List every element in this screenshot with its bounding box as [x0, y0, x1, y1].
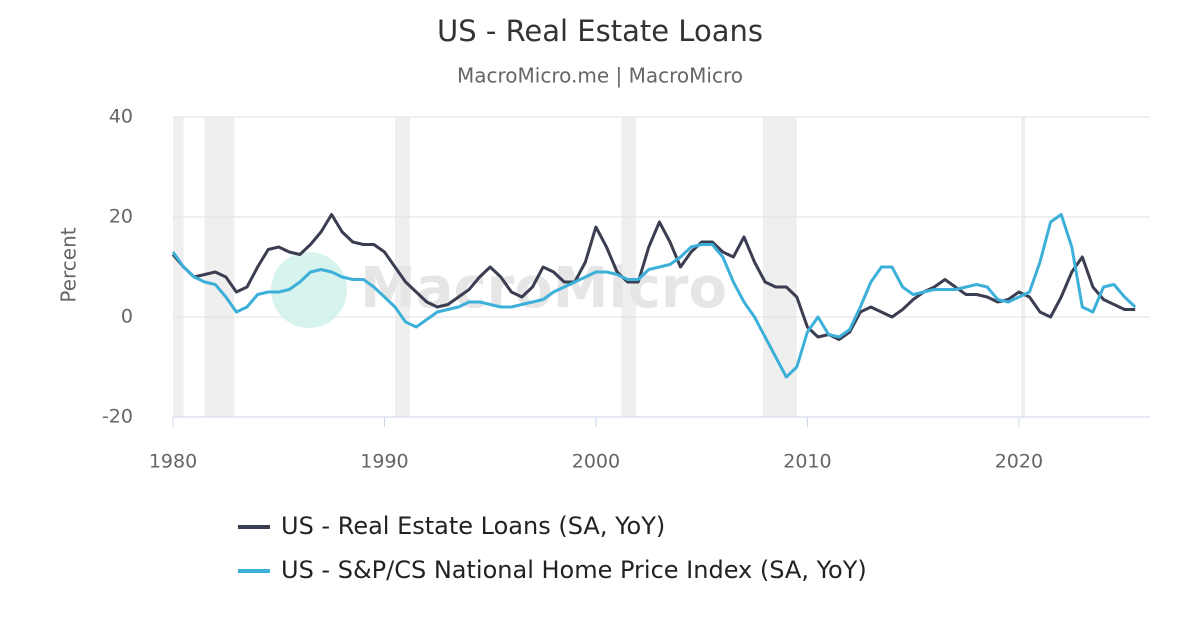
- shaded-period: [395, 117, 410, 417]
- x-tick-label: 2000: [572, 451, 620, 473]
- y-tick-label: 20: [109, 206, 133, 228]
- shaded-period: [1021, 117, 1026, 417]
- y-tick-label: 0: [121, 306, 133, 328]
- shaded-period: [204, 117, 235, 417]
- chart-title: US - Real Estate Loans: [437, 14, 763, 48]
- shaded-period: [621, 117, 637, 417]
- y-axis-label: Percent: [57, 227, 81, 302]
- legend-label: US - S&P/CS National Home Price Index (S…: [281, 556, 867, 584]
- grid: -20 0 20 40 1980 1990 2000 2010 2020: [102, 106, 1150, 473]
- x-tick-label: 2010: [783, 451, 831, 473]
- legend: US - Real Estate Loans (SA, YoY) US - S&P…: [238, 512, 867, 584]
- legend-label: US - Real Estate Loans (SA, YoY): [281, 512, 665, 540]
- shaded-period: [173, 117, 184, 417]
- series-line: [171, 213, 1136, 341]
- y-tick-label: -20: [102, 406, 133, 428]
- x-tick-label: 1990: [360, 451, 408, 473]
- series-line: [171, 213, 1137, 379]
- y-tick-label: 40: [109, 106, 133, 128]
- x-tick-label: 2020: [995, 451, 1043, 473]
- chart-subtitle: MacroMicro.me | MacroMicro: [457, 64, 743, 88]
- lines: [171, 213, 1137, 379]
- x-tick-label: 1980: [149, 451, 197, 473]
